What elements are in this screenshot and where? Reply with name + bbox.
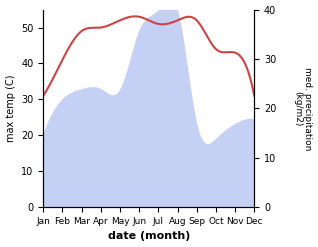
X-axis label: date (month): date (month) <box>107 231 190 242</box>
Y-axis label: max temp (C): max temp (C) <box>5 75 16 142</box>
Y-axis label: med. precipitation
(kg/m2): med. precipitation (kg/m2) <box>293 67 313 150</box>
